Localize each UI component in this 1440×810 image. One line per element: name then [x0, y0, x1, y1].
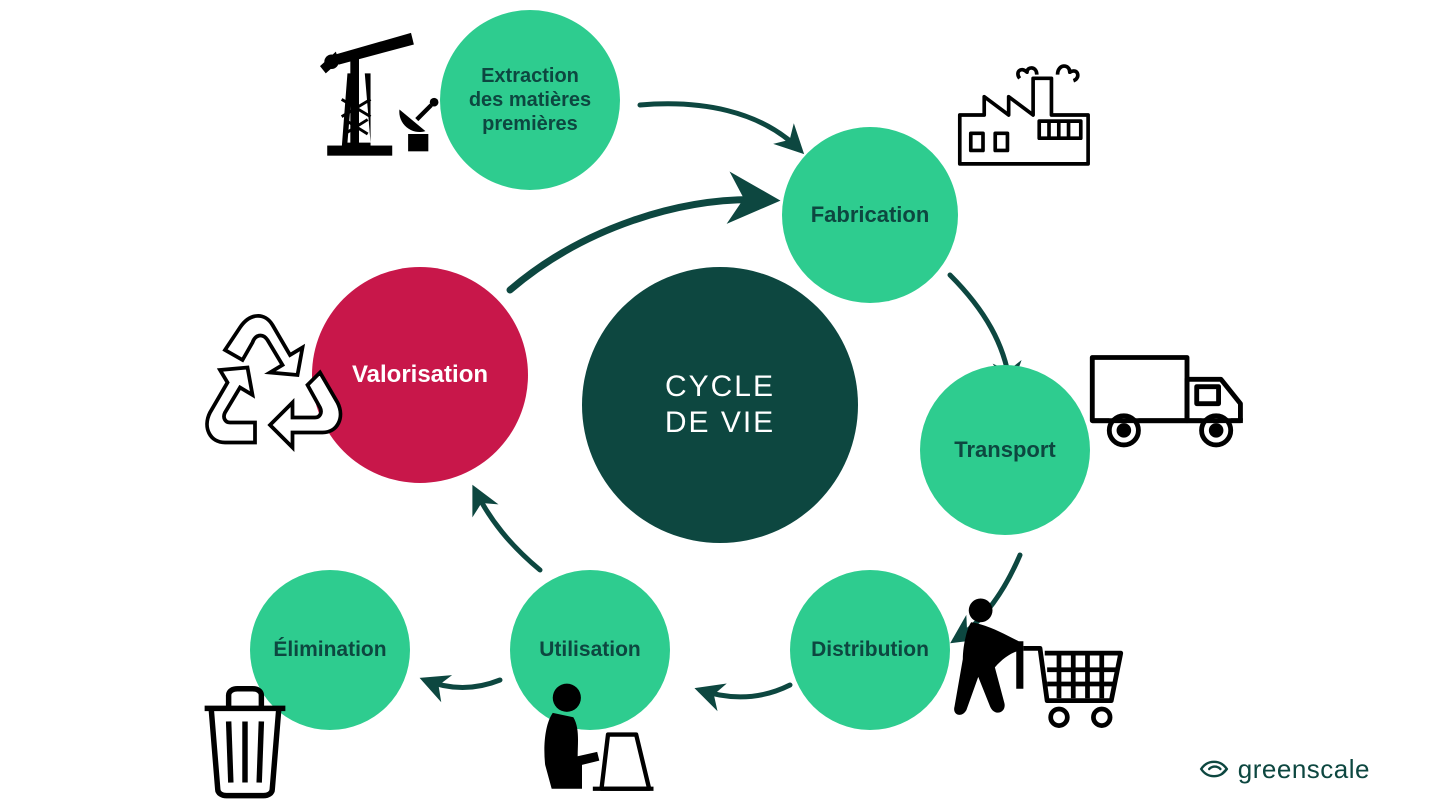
node-label-valorisation: Valorisation: [342, 361, 498, 390]
node-distribution: Distribution: [790, 570, 950, 730]
arrow-extraction-to-fabrication: [640, 104, 800, 150]
node-transport: Transport: [920, 365, 1090, 535]
truck-icon: [1085, 340, 1255, 460]
node-label-fabrication: Fabrication: [801, 202, 940, 228]
arrow-distribution-to-utilisation: [700, 685, 790, 697]
node-label-extraction: Extraction des matières premières: [459, 64, 601, 136]
oil-rig-icon: [310, 30, 460, 160]
node-extraction: Extraction des matières premières: [440, 10, 620, 190]
trash-icon: [190, 680, 300, 800]
node-fabrication: Fabrication: [782, 127, 958, 303]
brand-logo-text: greenscale: [1238, 754, 1370, 785]
greenscale-logo-icon: [1198, 753, 1230, 785]
node-label-transport: Transport: [944, 437, 1065, 463]
node-label-elimination: Élimination: [263, 637, 396, 662]
arrow-utilisation-to-valorisation: [475, 490, 540, 570]
node-label-utilisation: Utilisation: [529, 637, 651, 662]
recycle-icon: [195, 310, 355, 460]
factory-icon: [952, 60, 1102, 170]
shopper-icon: [945, 590, 1135, 740]
laptop-user-icon: [530, 680, 660, 800]
node-label-distribution: Distribution: [801, 637, 939, 662]
arrow-utilisation-to-elimination: [425, 680, 500, 688]
center-node: CYCLE DE VIE: [582, 267, 858, 543]
center-label: CYCLE DE VIE: [655, 369, 785, 441]
lifecycle-diagram: CYCLE DE VIE Extraction des matières prem…: [0, 0, 1440, 810]
brand-logo: greenscale: [1198, 753, 1370, 785]
